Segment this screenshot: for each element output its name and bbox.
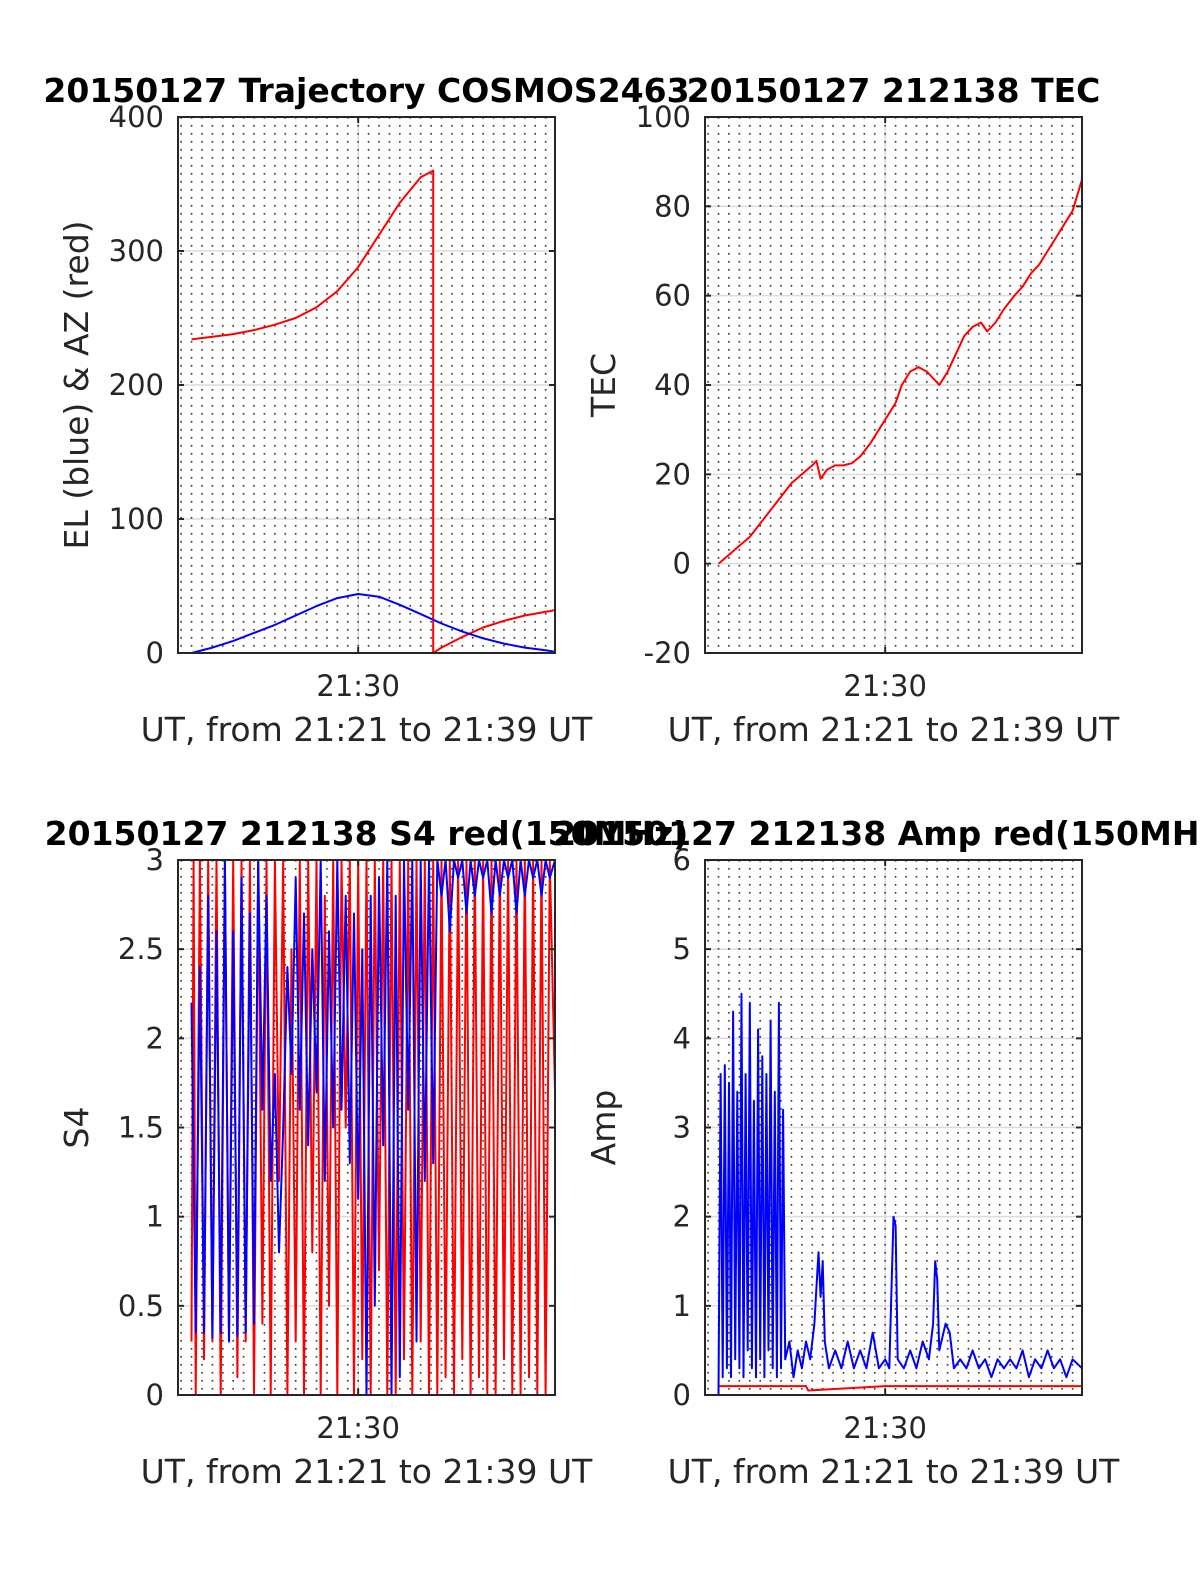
y-tick-label: 100 xyxy=(109,502,164,536)
y-tick-label: 1 xyxy=(673,1289,691,1323)
x-tick-label: 21:30 xyxy=(316,1411,400,1445)
y-tick-label: 0 xyxy=(673,547,691,581)
series-line-1 xyxy=(718,1385,1082,1392)
y-axis-label: TEC xyxy=(584,353,623,418)
series-line-1 xyxy=(717,179,1082,565)
y-tick-label: 2.5 xyxy=(118,932,164,966)
series-line-2 xyxy=(190,860,555,1395)
series-line-2 xyxy=(191,593,555,653)
y-axis-label: S4 xyxy=(57,1107,96,1149)
y-tick-label: 60 xyxy=(654,279,691,313)
x-axis-label: UT, from 21:21 to 21:39 UT xyxy=(141,710,594,749)
y-tick-label: 0 xyxy=(673,1378,691,1412)
y-tick-label: 5 xyxy=(673,932,691,966)
series-group xyxy=(191,169,555,653)
y-tick-label: 4 xyxy=(673,1021,691,1055)
chart-4: 0 1 2 3 4 5 6 21:30 UT, from 21:21 to 21:39 UT Am… xyxy=(553,814,1200,1491)
y-tick-label: -20 xyxy=(644,636,691,670)
x-axis-label: UT, from 21:21 to 21:39 UT xyxy=(668,1452,1121,1491)
x-axis-label: UT, from 21:21 to 21:39 UT xyxy=(141,1452,594,1491)
y-tick-label: 2 xyxy=(146,1021,164,1055)
y-tick-label: 3 xyxy=(673,1111,691,1145)
y-tick-label: 0 xyxy=(146,636,164,670)
chart-title: 20150127 212138 Amp red(150MHz) xyxy=(553,814,1200,853)
y-axis-label: EL (blue) & AZ (red) xyxy=(57,220,96,549)
y-tick-label: 100 xyxy=(636,100,691,134)
y-tick-label: 1 xyxy=(146,1200,164,1234)
chart-3: 0 0.5 1 1.5 2 2.5 3 21:30 UT, from 21:21 to 21:3… xyxy=(45,814,689,1491)
y-tick-label: 300 xyxy=(109,234,164,268)
chart-title: 20150127 212138 S4 red(150MHz) xyxy=(45,814,689,853)
y-axis-label: Amp xyxy=(584,1090,623,1166)
x-tick-label: 21:30 xyxy=(843,669,927,703)
series-group xyxy=(190,860,555,1395)
x-axis-label: UT, from 21:21 to 21:39 UT xyxy=(668,710,1121,749)
y-tick-label: 2 xyxy=(673,1200,691,1234)
series-group xyxy=(717,179,1082,565)
chart-2: -20 0 20 40 60 80 100 21:30 UT, from 21:21 to 21… xyxy=(584,71,1120,749)
y-tick-label: 1.5 xyxy=(118,1111,164,1145)
y-tick-label: 0 xyxy=(146,1378,164,1412)
y-tick-label: 20 xyxy=(654,457,691,491)
x-tick-label: 21:30 xyxy=(843,1411,927,1445)
x-tick-label: 21:30 xyxy=(316,669,400,703)
y-tick-label: 80 xyxy=(654,189,691,223)
series-group xyxy=(717,992,1082,1395)
series-line-2 xyxy=(717,992,1082,1395)
chart-title: 20150127 212138 TEC xyxy=(687,71,1101,110)
y-tick-label: 40 xyxy=(654,368,691,402)
y-tick-label: 0.5 xyxy=(118,1289,164,1323)
chart-title: 20150127 Trajectory COSMOS2463 xyxy=(43,71,689,110)
y-tick-label: 6 xyxy=(673,843,691,877)
y-tick-label: 400 xyxy=(109,100,164,134)
y-tick-label: 200 xyxy=(109,368,164,402)
y-tick-label: 3 xyxy=(146,843,164,877)
series-line-1 xyxy=(191,169,555,653)
